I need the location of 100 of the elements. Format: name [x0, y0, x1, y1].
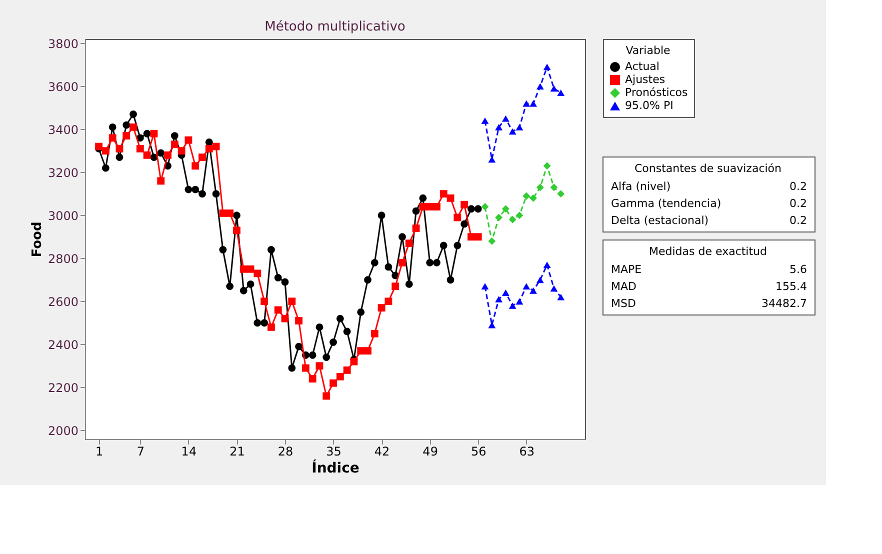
point [502, 115, 510, 122]
point [405, 280, 413, 288]
point [516, 212, 524, 220]
x-tick-label: 14 [181, 444, 197, 458]
point [308, 351, 316, 359]
point [205, 138, 213, 146]
point [330, 379, 337, 387]
point [474, 233, 482, 241]
text: Constantes de suavización [634, 162, 782, 175]
y-tick-label: 2000 [48, 424, 78, 438]
point [502, 290, 510, 296]
text: Gamma (tendencia) [611, 197, 722, 210]
point [268, 246, 275, 254]
text: 0.2 [790, 214, 807, 227]
point [281, 278, 289, 286]
point [198, 190, 206, 198]
point [316, 323, 324, 331]
point [433, 258, 440, 266]
x-tick-label: 49 [422, 444, 438, 458]
point [102, 147, 110, 155]
point [536, 83, 544, 90]
point [488, 156, 496, 163]
point [192, 186, 200, 194]
point [240, 265, 248, 273]
point [426, 258, 434, 266]
point [357, 308, 365, 316]
point [508, 128, 516, 135]
point [398, 233, 406, 241]
point [440, 190, 448, 198]
point [557, 190, 565, 198]
point [522, 192, 530, 200]
point [481, 118, 489, 124]
point [116, 144, 124, 152]
y-tick-label: 3800 [48, 36, 78, 51]
point [205, 144, 213, 152]
point [108, 123, 116, 131]
point [502, 205, 510, 213]
text: 5.6 [790, 263, 807, 276]
y-tick-label: 3200 [48, 166, 78, 180]
point [150, 130, 158, 138]
point [164, 151, 172, 159]
point [468, 233, 475, 241]
point [384, 298, 392, 306]
point [184, 136, 192, 144]
x-tick-label: 7 [136, 444, 144, 458]
point [336, 314, 344, 322]
point [454, 214, 462, 222]
x-tick-label: 56 [470, 444, 486, 458]
point [426, 203, 434, 210]
x-tick-label: 63 [519, 444, 535, 458]
point [454, 242, 462, 250]
point [536, 184, 544, 192]
point [122, 132, 130, 140]
point [357, 347, 365, 355]
point [412, 207, 420, 215]
point [102, 164, 110, 172]
text: MAD [611, 280, 636, 293]
y-tick-label: 2200 [48, 380, 78, 395]
point [536, 276, 544, 284]
point [302, 364, 310, 372]
point [308, 375, 316, 382]
x-axis-title: Índice [312, 460, 360, 476]
text: Alfa (nivel) [611, 180, 671, 193]
point [274, 274, 282, 282]
text: 0.2 [790, 180, 807, 193]
point [364, 276, 372, 284]
point [419, 203, 427, 210]
legend-label: 95.0% PI [625, 99, 674, 112]
point [192, 162, 200, 170]
point [143, 151, 151, 159]
point [288, 298, 296, 306]
point [116, 154, 124, 161]
point [178, 147, 186, 155]
y-tick-label: 2600 [48, 294, 78, 309]
legend-label: Ajustes [625, 73, 666, 86]
point [433, 203, 440, 210]
text: 155.4 [776, 280, 807, 293]
text: MAPE [611, 263, 642, 276]
point [157, 149, 165, 157]
point [530, 100, 537, 107]
point [281, 314, 289, 322]
point [384, 263, 392, 271]
x-tick-label: 35 [326, 444, 342, 458]
point [440, 242, 448, 250]
point [288, 364, 296, 372]
y-tick-label: 3400 [48, 122, 78, 137]
point [274, 306, 282, 314]
point [254, 270, 262, 278]
point [550, 85, 558, 92]
point [330, 338, 337, 346]
point [226, 282, 234, 290]
point [130, 110, 137, 118]
y-tick-label: 3000 [48, 208, 78, 223]
legend-label: Actual [625, 60, 660, 73]
point [460, 200, 468, 208]
x-tick-label: 28 [278, 444, 294, 458]
point [488, 237, 496, 245]
point [212, 190, 220, 198]
y-tick-label: 2400 [48, 338, 78, 352]
text: Medidas de exactitud [648, 245, 768, 258]
